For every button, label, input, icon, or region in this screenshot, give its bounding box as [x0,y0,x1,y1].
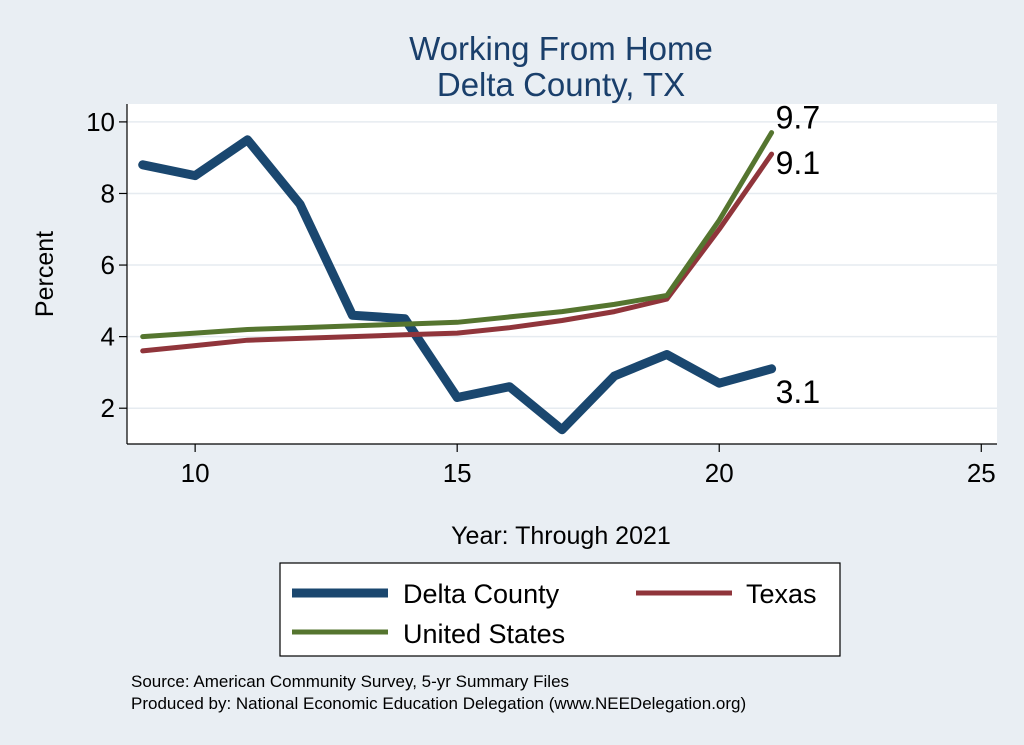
source-note: Source: American Community Survey, 5-yr … [131,672,569,691]
gridlines [127,121,997,409]
y-tick-label-10: 10 [86,107,115,137]
series-lines [138,130,777,435]
plot-area [127,104,997,444]
end-label-delta-county: 3.1 [776,374,820,410]
y-tick-label-4: 4 [101,322,115,352]
legend: Delta County Texas United States [279,562,841,657]
end-labels: 3.1 9.1 9.7 [776,100,820,410]
series-line-united-states [140,130,775,340]
x-axis-title: Year: Through 2021 [451,522,671,550]
x-tick-label-15: 15 [443,458,472,488]
producer-note: Produced by: National Economic Education… [131,694,746,713]
y-tick-label-2: 2 [101,393,115,423]
chart-title-line-2: Delta County, TX [437,66,685,103]
axis-ticks: 2 4 6 8 10 10 15 20 25 [86,107,996,488]
x-tick-label-10: 10 [181,458,210,488]
x-tick-label-20: 20 [705,458,734,488]
y-tick-label-6: 6 [101,250,115,280]
x-tick-label-25: 25 [967,458,996,488]
series-line-texas [140,151,775,354]
y-axis-title: Percent [31,231,59,317]
y-tick-label-8: 8 [101,178,115,208]
legend-label-united-states: United States [403,619,565,649]
legend-label-texas: Texas [746,579,817,609]
end-label-texas: 9.1 [776,145,820,181]
end-label-united-states: 9.7 [776,100,820,136]
legend-box [279,562,841,657]
chart-title-line-1: Working From Home [409,30,713,67]
series-line-delta-county [138,135,777,435]
legend-label-delta-county: Delta County [403,579,560,609]
